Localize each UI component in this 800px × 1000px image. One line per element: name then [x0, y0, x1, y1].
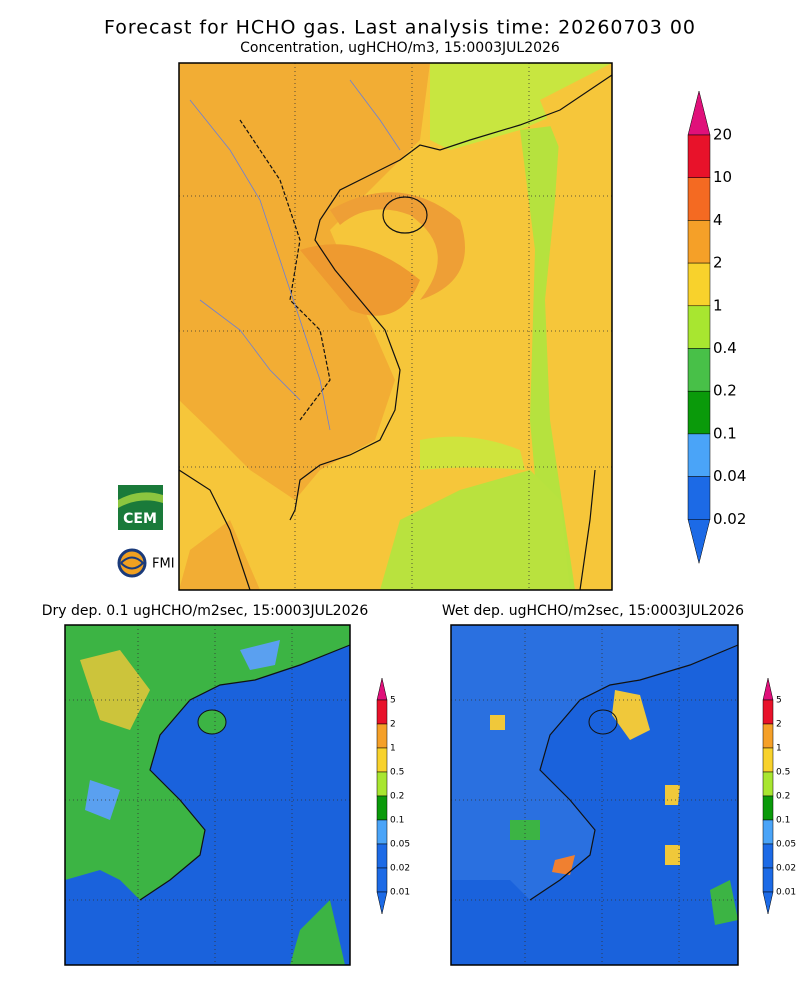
colorbar-label: 0.04: [713, 467, 746, 485]
dry-map: [64, 624, 351, 966]
wet-map: [450, 624, 739, 966]
colorbar-bottom: [376, 891, 388, 915]
colorbar-label: 5: [390, 696, 396, 706]
colorbar-label: 0.5: [390, 768, 404, 778]
colorbar-label: 0.05: [390, 840, 410, 850]
colorbar-segment: [762, 771, 774, 797]
colorbar-label: 0.05: [776, 840, 796, 850]
fmi-logo: FMI: [117, 548, 175, 578]
dry-title: Dry dep. 0.1 ugHCHO/m2sec, 15:0003JUL202…: [42, 603, 369, 619]
colorbar-segment: [687, 305, 711, 349]
colorbar-segment: [687, 177, 711, 221]
colorbar-segment: [376, 843, 388, 869]
colorbar-label: 0.1: [390, 816, 404, 826]
cem-logo: CEM: [118, 485, 163, 530]
colorbar-label: 0.02: [390, 864, 410, 874]
colorbar-segment: [376, 771, 388, 797]
title: Forecast for HCHO gas. Last analysis tim…: [104, 17, 696, 39]
colorbar-label: 0.2: [713, 382, 737, 400]
colorbar-segment: [762, 699, 774, 725]
colorbar-label: 0.2: [776, 792, 790, 802]
colorbar-label: 0.01: [390, 888, 410, 898]
colorbar-segment: [687, 390, 711, 435]
colorbar-segment: [762, 795, 774, 821]
colorbar-segment: [376, 819, 388, 845]
wet-title: Wet dep. ugHCHO/m2sec, 15:0003JUL2026: [442, 603, 744, 619]
colorbar-label: 0.02: [776, 864, 796, 874]
colorbar-segment: [762, 843, 774, 869]
colorbar-label: 5: [776, 696, 782, 706]
colorbar-top: [376, 677, 388, 701]
colorbar-segment: [687, 433, 711, 477]
fmi-label: FMI: [152, 557, 175, 572]
colorbar-label: 2: [713, 254, 723, 272]
colorbar-segment: [376, 795, 388, 821]
colorbar-label: 2: [776, 720, 782, 730]
colorbar-top: [762, 677, 774, 701]
colorbar-label: 20: [713, 126, 732, 144]
colorbar-segment: [687, 220, 711, 264]
colorbar-label: 0.01: [776, 888, 796, 898]
colorbar-segment: [762, 747, 774, 773]
island: [382, 196, 428, 234]
colorbar-label: 1: [776, 744, 782, 754]
main-map: [178, 62, 613, 591]
colorbar-top: [687, 90, 711, 136]
colorbar-segment: [376, 867, 388, 893]
colorbar-segment: [762, 867, 774, 893]
colorbar-segment: [762, 819, 774, 845]
colorbar-segment: [687, 348, 711, 392]
colorbar-label: 0.1: [776, 816, 790, 826]
cem-label: CEM: [123, 511, 157, 527]
colorbar-label: 2: [390, 720, 396, 730]
subtitle: Concentration, ugHCHO/m3, 15:0003JUL2026: [240, 40, 560, 56]
colorbar-segment: [687, 262, 711, 307]
colorbar-label: 0.2: [390, 792, 404, 802]
colorbar-label: 0.02: [713, 510, 746, 528]
colorbar-label: 10: [713, 168, 732, 186]
colorbar-label: 0.1: [713, 424, 737, 442]
colorbar-label: 1: [713, 296, 723, 314]
colorbar-segment: [762, 723, 774, 749]
colorbar-segment: [687, 476, 711, 520]
colorbar-segment: [687, 134, 711, 178]
colorbar-label: 1: [390, 744, 396, 754]
colorbar-label: 0.4: [713, 339, 737, 357]
colorbar-segment: [376, 747, 388, 773]
colorbar-label: 4: [713, 211, 723, 229]
colorbar-segment: [376, 699, 388, 725]
colorbar-segment: [376, 723, 388, 749]
colorbar-label: 0.5: [776, 768, 790, 778]
colorbar-bottom: [687, 519, 711, 564]
colorbar-bottom: [762, 891, 774, 915]
